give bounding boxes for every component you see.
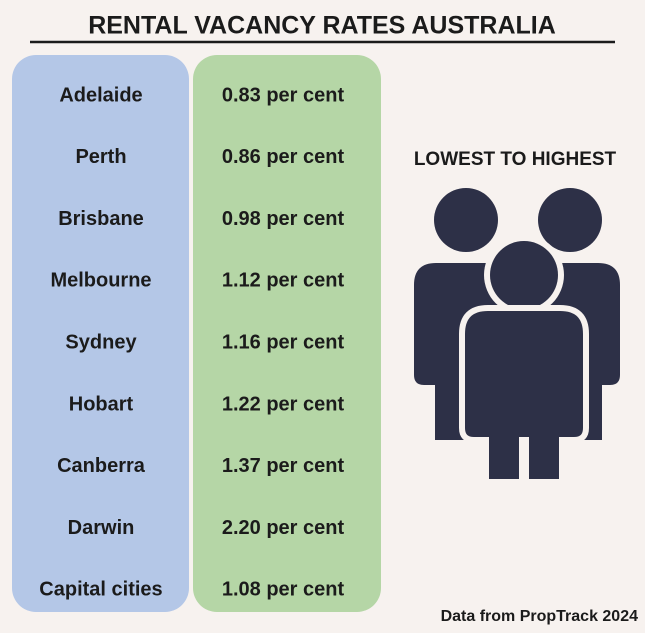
title: RENTAL VACANCY RATES AUSTRALIA bbox=[88, 12, 556, 40]
vacancy-rate: 1.37 per cent bbox=[222, 455, 345, 477]
city: Adelaide bbox=[59, 84, 142, 106]
city: Brisbane bbox=[58, 208, 144, 230]
people-icon bbox=[414, 188, 620, 485]
value-panel bbox=[193, 55, 381, 612]
city: Capital cities bbox=[39, 579, 162, 601]
city: Perth bbox=[75, 146, 126, 168]
city: Melbourne bbox=[50, 270, 151, 292]
vacancy-rate: 0.86 per cent bbox=[222, 146, 345, 168]
side-label: LOWEST TO HIGHEST bbox=[414, 149, 617, 170]
source: Data from PropTrack 2024 bbox=[441, 608, 639, 625]
city: Canberra bbox=[57, 455, 146, 477]
vacancy-rate: 1.22 per cent bbox=[222, 393, 345, 415]
city: Darwin bbox=[68, 517, 135, 539]
city: Sydney bbox=[65, 331, 137, 353]
vacancy-rate: 1.08 per cent bbox=[222, 579, 345, 601]
rows: Adelaide 0.83 per cent Perth 0.86 per cent B… bbox=[39, 84, 344, 600]
city: Hobart bbox=[69, 393, 134, 415]
vacancy-rate: 0.83 per cent bbox=[222, 84, 345, 106]
city-panel bbox=[12, 55, 189, 612]
vacancy-rate: 0.98 per cent bbox=[222, 208, 345, 230]
vacancy-rate: 1.16 per cent bbox=[222, 331, 345, 353]
vacancy-rate: 1.12 per cent bbox=[222, 270, 345, 292]
vacancy-rate: 2.20 per cent bbox=[222, 517, 345, 539]
